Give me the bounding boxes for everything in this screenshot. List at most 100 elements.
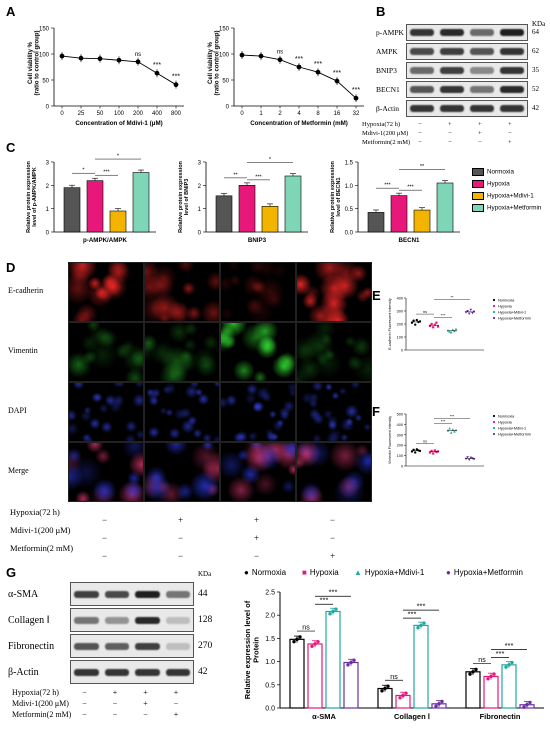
protein-band [135,642,160,650]
data-point [398,696,402,700]
y-axis-label: Relative expression level ofProtein [243,600,260,699]
y-tick-label: 2 [46,184,50,190]
protein-band [500,29,524,36]
protein-band [410,29,434,36]
legend-item: Hypoxia+Metformin [472,204,541,212]
data-point [97,56,103,62]
data-point [451,428,455,431]
data-point [469,308,473,312]
legend-label: Hypoxia [498,420,513,424]
y-tick-label: 2.0 [265,613,275,620]
condition-label: Mdivi-1(200 μM) [362,130,409,137]
x-axis-label: Concentration of Metformin (mM) [250,120,348,127]
y-tick-label: 0.0 [345,231,354,237]
legend-marker [492,420,496,424]
legend-marker: ▲ [354,568,362,577]
bar [86,180,104,233]
kda-value: 52 [532,84,539,93]
condition-sign: + [508,121,512,128]
band-label: β-Actin [8,667,39,678]
condition-sign: − [102,515,108,525]
condition-sign: − [330,515,336,525]
legend-label: Normoxia [251,568,287,577]
data-point [239,52,245,58]
condition-sign: − [418,130,422,137]
data-point [430,322,433,326]
sig-label: ns [135,52,141,58]
protein-band [440,67,464,74]
legend-item: ● Normoxia [244,568,286,577]
micrograph [296,442,372,502]
bar [501,664,517,709]
y-tick-label: 0 [46,105,50,111]
data-point [435,321,438,324]
protein-band [74,616,99,624]
condition-sign: − [418,121,422,128]
sig-label: *** [441,314,446,318]
band-label: BNIP3 [376,65,397,75]
data-point [349,660,353,665]
legend-label: Normoxia [498,414,515,418]
condition-sign: + [173,688,179,697]
blot-strip [70,582,194,606]
data-point [310,644,314,648]
x-axis-label: BECN1 [399,237,421,244]
y-tick-label: 2 [198,184,202,190]
data-point [346,663,350,667]
y-tick-label: 300 [397,310,403,314]
data-point [59,53,65,59]
legend-marker [492,426,496,430]
data-point [173,82,179,88]
y-tick-label: 0 [226,105,230,111]
y-tick-label: 100 [397,336,403,340]
bar [367,212,385,233]
sig-label: * [82,168,85,174]
protein-band [470,29,494,36]
legend-swatch [472,204,484,212]
bar [307,643,323,709]
legend-item: ■ Hypoxia [302,568,339,577]
sig-label: ** [420,164,425,170]
y-tick-label: 200 [397,444,403,448]
sig-label: *** [384,183,391,189]
data-point [454,327,458,331]
y-tick-label: 150 [219,27,230,33]
x-tick-label: 0 [60,111,64,117]
protein-band [440,29,464,36]
legend-swatch [472,192,484,200]
y-tick-label: 500 [397,413,403,417]
blot-strip [70,660,194,684]
data-point [401,693,405,698]
data-point [467,312,471,315]
kda-value: 42 [198,667,208,677]
sig-label: *** [408,610,417,619]
data-point [296,64,302,70]
micrograph [68,322,144,382]
data-point [334,78,340,84]
bar [436,182,454,233]
x-tick-label: 2 [278,111,282,117]
condition-sign: − [112,710,118,719]
data-point [436,325,440,328]
scatter-vimentin: 0 100 200 300 400 500 ns *** *** Vimentin Fluores… [388,413,531,469]
sig-label: *** [352,87,360,94]
condition-sign: − [254,551,260,561]
legend-item: Normoxia [472,168,514,176]
sig-label: ns [423,310,427,314]
bar [413,624,429,709]
data-point [464,457,468,461]
data-point [412,319,415,322]
y-tick-label: 400 [397,297,403,301]
legend-label: Normoxia [487,168,514,176]
micrograph [220,262,296,322]
row-label: Merge [8,466,29,475]
condition-label: Metformin(2 mM) [362,139,411,146]
condition-label: Hypoxia(72 h) [362,121,401,128]
data-point [430,449,433,453]
data-point [328,612,332,616]
x-tick-label: 100 [114,111,125,117]
protein-band [410,48,434,55]
y-axis-label: Vimentin Fluorescent Intensity [388,416,392,464]
legend-marker: ● [244,568,249,577]
sig-label: * [269,157,272,163]
